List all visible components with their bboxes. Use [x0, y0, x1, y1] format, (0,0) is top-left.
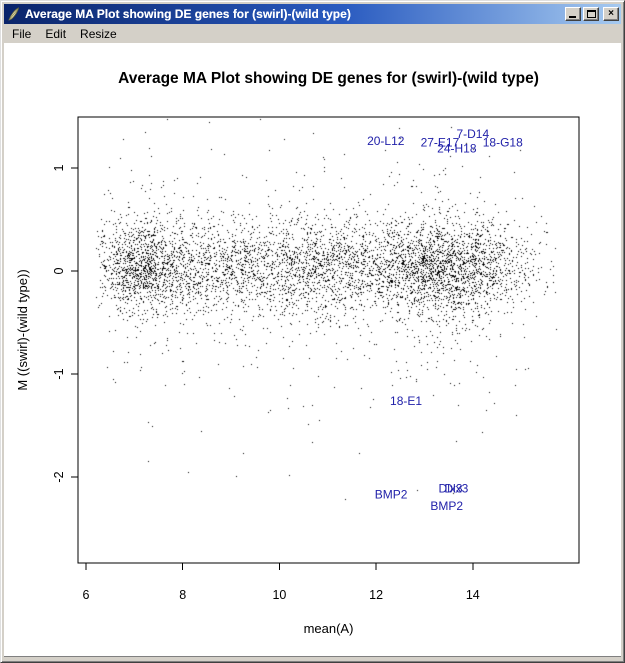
- graphics-device-area: [4, 43, 621, 656]
- menu-file[interactable]: File: [12, 26, 32, 41]
- minimize-icon: [569, 16, 576, 18]
- window-title: Average MA Plot showing DE genes for (sw…: [25, 7, 351, 21]
- title-bar[interactable]: Average MA Plot showing DE genes for (sw…: [4, 4, 621, 24]
- maximize-icon: [587, 10, 596, 18]
- menu-resize[interactable]: Resize: [80, 26, 117, 41]
- window-feather-icon[interactable]: [6, 6, 21, 22]
- minimize-button[interactable]: [565, 7, 581, 21]
- menu-edit[interactable]: Edit: [45, 26, 67, 41]
- menu-bar: File Edit Resize: [4, 25, 621, 42]
- close-icon: ×: [608, 8, 614, 19]
- window-frame-edge: [4, 656, 621, 657]
- maximize-button[interactable]: [583, 7, 599, 21]
- close-button[interactable]: ×: [603, 7, 619, 21]
